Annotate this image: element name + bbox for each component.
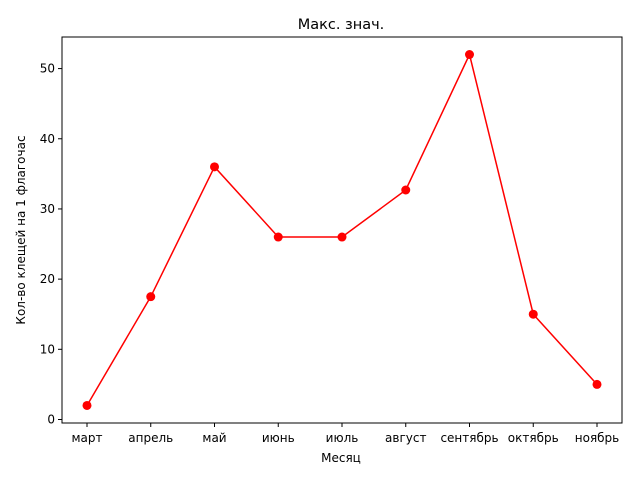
y-tick-label: 50 [40, 62, 55, 76]
x-tick-label: июль [326, 431, 359, 445]
data-point [146, 292, 156, 302]
x-tick-label: октябрь [508, 431, 559, 445]
y-tick-label: 0 [47, 412, 55, 426]
y-tick-label: 30 [40, 202, 55, 216]
data-point [273, 232, 283, 242]
x-tick-label: июнь [262, 431, 295, 445]
data-point [82, 400, 92, 410]
x-tick-label: ноябрь [575, 431, 620, 445]
x-tick-label: август [385, 431, 426, 445]
y-axis-label: Кол-во клещей на 1 флагочас [14, 135, 28, 324]
x-axis-label: Месяц [321, 451, 361, 465]
x-tick-label: апрель [128, 431, 173, 445]
x-tick-label: май [202, 431, 226, 445]
y-tick-label: 10 [40, 342, 55, 356]
x-tick-label: сентябрь [440, 431, 498, 445]
data-point [465, 50, 474, 60]
chart-title: Макс. знач. [298, 17, 385, 33]
plot-area: 0 10 20 30 40 50 март апрель май июнь июль август се… [40, 36, 623, 445]
data-point [337, 232, 347, 242]
y-tick-label: 40 [40, 132, 55, 146]
data-point [592, 379, 602, 389]
y-tick-label: 20 [40, 272, 55, 286]
data-point [401, 185, 411, 195]
data-point [210, 162, 219, 172]
x-tick-label: март [71, 431, 102, 445]
data-point [528, 309, 538, 319]
